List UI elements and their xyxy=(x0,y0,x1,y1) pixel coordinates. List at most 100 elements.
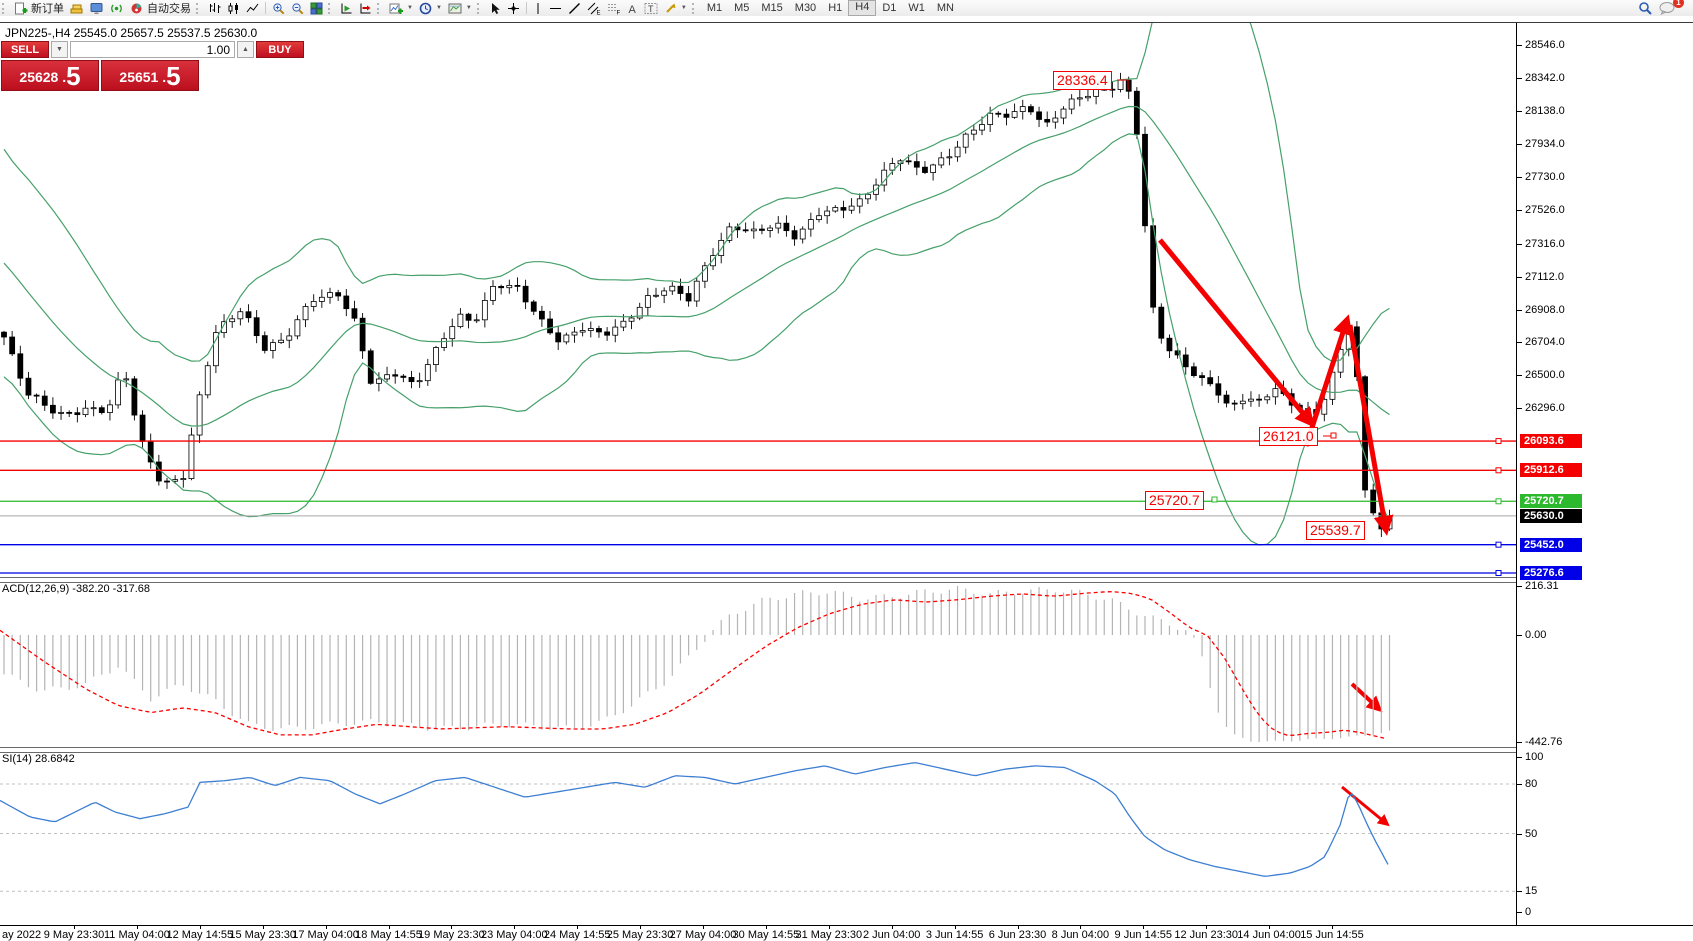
toolbar-grip[interactable] xyxy=(476,2,482,14)
timeframe-h1[interactable]: H1 xyxy=(828,2,843,14)
vertical-line-button[interactable] xyxy=(530,1,546,16)
drawn-arrow[interactable] xyxy=(1303,314,1353,447)
timeframe-m5[interactable]: M5 xyxy=(734,2,750,14)
time-tick xyxy=(640,926,642,929)
toolbar-grip[interactable] xyxy=(196,2,201,14)
volume-input[interactable] xyxy=(70,41,235,58)
line-handle[interactable] xyxy=(1495,467,1502,474)
bar-chart-icon xyxy=(210,2,221,13)
toolbar-grip[interactable] xyxy=(377,2,382,14)
price-level-label[interactable]: 25912.6 xyxy=(1520,463,1582,478)
auto-scroll-icon xyxy=(341,3,352,13)
gold-bars-icon xyxy=(70,4,83,13)
trendline-button[interactable] xyxy=(565,1,584,16)
price-annotation-box[interactable]: 25720.7 xyxy=(1145,491,1204,510)
time-axis[interactable]: ay 2022 9 May 23:30 11 May 04:00 12 May 14:… xyxy=(0,925,1693,941)
signal-icon xyxy=(111,4,122,12)
price-axis[interactable]: 28546.0 28342.0 28138.0 27934.0 27730.0 27526… xyxy=(1517,23,1693,925)
panel-splitter[interactable] xyxy=(0,577,1693,583)
sell-price-tile[interactable]: 25628 .5 xyxy=(1,60,99,91)
buy-button[interactable]: BUY xyxy=(256,41,304,58)
panel-splitter[interactable] xyxy=(0,747,1693,753)
horizontal-line-button[interactable] xyxy=(546,1,565,16)
time-tick xyxy=(891,926,893,929)
rsi-tick xyxy=(1517,757,1522,758)
chart-shift-button[interactable] xyxy=(356,1,375,16)
time-label: 17 May 04:00 xyxy=(292,929,359,941)
price-level-label[interactable]: 25452.0 xyxy=(1520,537,1582,552)
price-level-label[interactable]: 25720.7 xyxy=(1520,494,1582,509)
top-toolbar: 新订单 自动交易 xyxy=(0,0,1693,16)
arrows-button[interactable]: ▼ xyxy=(661,1,690,16)
time-label: 15 May 23:30 xyxy=(229,929,297,941)
candlestick-chart-button[interactable] xyxy=(224,1,243,16)
time-label: 3 Jun 14:55 xyxy=(925,929,984,941)
text-button[interactable]: A xyxy=(624,1,641,16)
channel-button[interactable]: E xyxy=(584,1,604,16)
text-label-icon: T xyxy=(644,2,658,14)
timeframe-mn[interactable]: MN xyxy=(936,2,954,14)
signals-button[interactable] xyxy=(107,1,127,16)
timeframe-m15[interactable]: M15 xyxy=(761,2,783,14)
annotation-connectors xyxy=(1117,79,1337,503)
tile-windows-button[interactable] xyxy=(307,1,326,16)
depth-button[interactable] xyxy=(67,1,87,16)
drawn-arrow[interactable] xyxy=(1158,238,1315,428)
volume-decrease-button[interactable]: ▼ xyxy=(51,41,68,58)
svg-text:E: E xyxy=(596,10,600,15)
macd-indicator-label: ACD(12,26,9) -382.20 -317.68 xyxy=(2,583,150,595)
sell-button[interactable]: SELL xyxy=(1,41,49,58)
zoom-in-button[interactable] xyxy=(269,1,288,16)
line-handle[interactable] xyxy=(1495,438,1502,445)
periods-button[interactable]: ▼ xyxy=(416,1,445,16)
auto-scroll-button[interactable] xyxy=(337,1,356,16)
rsi-tick xyxy=(1517,891,1522,892)
price-tick xyxy=(1517,209,1522,211)
horizontal-level-lines[interactable] xyxy=(0,438,1516,577)
new-order-button[interactable]: 新订单 xyxy=(11,1,67,16)
crosshair-button[interactable] xyxy=(504,1,523,16)
text-label-button[interactable]: T xyxy=(641,1,661,16)
drawn-arrow[interactable] xyxy=(1341,785,1390,827)
line-handle[interactable] xyxy=(1495,498,1502,505)
notifications-button[interactable]: 1 xyxy=(1656,0,1684,16)
volume-increase-button[interactable]: ▲ xyxy=(237,41,254,58)
rsi-tick xyxy=(1517,834,1522,835)
timeframe-h4[interactable]: H4 xyxy=(848,0,877,16)
buy-price-tile[interactable]: 25651 .5 xyxy=(101,60,199,91)
price-tick xyxy=(1517,342,1522,344)
indicators-button[interactable]: ▼ xyxy=(386,1,416,16)
drawn-arrow[interactable] xyxy=(1347,324,1394,536)
price-level-label[interactable]: 25276.6 xyxy=(1520,566,1582,580)
zoom-out-button[interactable] xyxy=(288,1,307,16)
price-annotation-box[interactable]: 28336.4 xyxy=(1053,71,1112,90)
market-watch-button[interactable] xyxy=(87,1,107,16)
timeframe-w1[interactable]: W1 xyxy=(908,2,925,14)
price-annotation-box[interactable]: 25539.7 xyxy=(1306,521,1365,540)
fibonacci-button[interactable]: F xyxy=(604,1,624,16)
text-icon: A xyxy=(628,4,636,15)
line-chart-button[interactable] xyxy=(243,1,262,16)
time-tick xyxy=(1017,926,1019,929)
timeframe-m1[interactable]: M1 xyxy=(706,2,723,14)
toolbar-grip[interactable] xyxy=(691,2,697,14)
time-tick xyxy=(451,926,453,929)
macd-signal-line xyxy=(0,591,1385,739)
price-tick xyxy=(1517,408,1522,410)
timeframe-m30[interactable]: M30 xyxy=(794,2,817,14)
cursor-button[interactable] xyxy=(486,1,504,16)
line-handle[interactable] xyxy=(1495,541,1502,548)
price-annotation-box[interactable]: 26121.0 xyxy=(1259,427,1318,446)
line-handle[interactable] xyxy=(1495,570,1502,577)
timeframe-d1[interactable]: D1 xyxy=(882,2,897,14)
price-level-label[interactable]: 26093.6 xyxy=(1520,434,1582,449)
search-button[interactable] xyxy=(1635,1,1656,16)
bar-chart-button[interactable] xyxy=(205,1,224,16)
time-label: 12 May 14:55 xyxy=(166,929,234,941)
toolbar-grip[interactable] xyxy=(2,2,7,14)
templates-button[interactable]: ▼ xyxy=(445,1,475,16)
rsi-tick-label: 15 xyxy=(1525,885,1538,897)
autotrade-button[interactable]: 自动交易 xyxy=(127,1,194,16)
new-order-label: 新订单 xyxy=(31,3,64,15)
toolbar-grip[interactable] xyxy=(328,2,333,14)
